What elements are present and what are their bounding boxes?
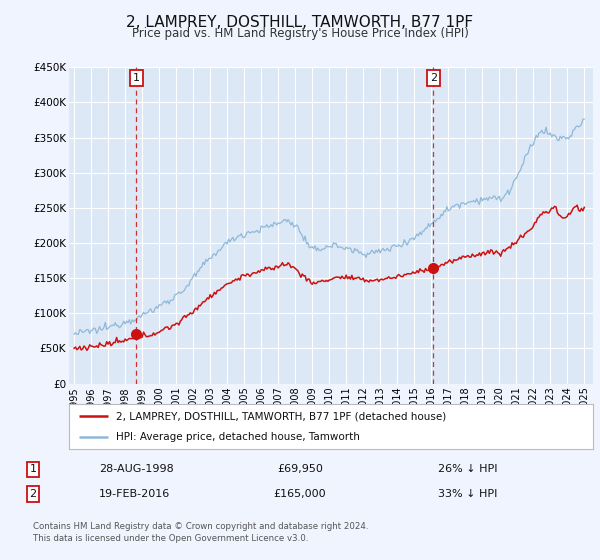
Text: 28-AUG-1998: 28-AUG-1998 [99, 464, 174, 474]
Text: Contains HM Land Registry data © Crown copyright and database right 2024.
This d: Contains HM Land Registry data © Crown c… [33, 522, 368, 543]
Text: 1: 1 [29, 464, 37, 474]
Text: 2, LAMPREY, DOSTHILL, TAMWORTH, B77 1PF: 2, LAMPREY, DOSTHILL, TAMWORTH, B77 1PF [127, 15, 473, 30]
Text: 2: 2 [29, 489, 37, 499]
Text: 26% ↓ HPI: 26% ↓ HPI [438, 464, 497, 474]
Text: 2: 2 [430, 73, 437, 83]
Text: 19-FEB-2016: 19-FEB-2016 [99, 489, 170, 499]
Text: HPI: Average price, detached house, Tamworth: HPI: Average price, detached house, Tamw… [116, 432, 360, 442]
Text: 33% ↓ HPI: 33% ↓ HPI [438, 489, 497, 499]
Text: 2, LAMPREY, DOSTHILL, TAMWORTH, B77 1PF (detached house): 2, LAMPREY, DOSTHILL, TAMWORTH, B77 1PF … [116, 412, 446, 422]
Text: Price paid vs. HM Land Registry's House Price Index (HPI): Price paid vs. HM Land Registry's House … [131, 27, 469, 40]
Text: £165,000: £165,000 [274, 489, 326, 499]
Text: £69,950: £69,950 [277, 464, 323, 474]
Text: 1: 1 [133, 73, 140, 83]
